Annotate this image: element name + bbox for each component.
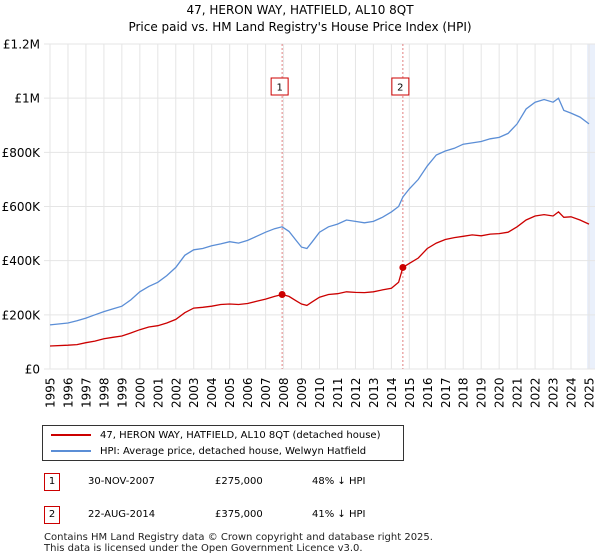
footer: Contains HM Land Registry data © Crown c… <box>44 532 584 554</box>
x-tick-label: 2022 <box>529 377 543 408</box>
transaction-badge: 2 <box>44 506 60 524</box>
x-tick-label: 2023 <box>547 377 561 408</box>
legend-swatch-price <box>51 434 91 436</box>
y-tick-label: £1M <box>14 92 40 106</box>
x-tick-label: 2012 <box>349 377 363 408</box>
x-tick-label: 2017 <box>439 377 453 408</box>
x-axis-ticks: 1995 1996 1997 1998 1999 2000 2001 2002 2003 2004… <box>44 377 597 408</box>
y-tick-label: £800K <box>2 146 42 160</box>
x-tick-label: 2005 <box>223 377 237 408</box>
x-tick-label: 2002 <box>169 377 183 408</box>
transaction-label: 1 <box>276 83 282 94</box>
transaction-date: 22-AUG-2014 <box>88 509 156 520</box>
x-tick-label: 1995 <box>44 377 58 408</box>
transaction-label-box <box>391 77 410 96</box>
transaction-point <box>399 263 407 271</box>
y-tick-label: £0 <box>25 363 40 377</box>
hpi-series-line <box>49 97 590 326</box>
x-tick-label: 2006 <box>241 377 255 408</box>
y-axis-ticks: £0 £200K £400K £600K £800K £1M £1.2M <box>2 38 42 377</box>
x-tick-label: 1999 <box>115 377 129 408</box>
x-tick-label: 2003 <box>187 377 201 408</box>
x-tick-label: 2015 <box>403 377 417 408</box>
x-tick-label: 2001 <box>151 377 165 408</box>
y-tick-label: £600K <box>2 200 42 214</box>
x-tick-label: 1998 <box>97 377 111 408</box>
grid <box>44 43 595 370</box>
x-tick-label: 2007 <box>259 377 273 408</box>
price-series-line <box>49 211 590 347</box>
transaction-label-box <box>270 77 289 96</box>
x-tick-label: 2008 <box>277 377 291 408</box>
x-tick-label: 1996 <box>61 377 75 408</box>
x-tick-label: 2009 <box>295 377 309 408</box>
transaction-label: 2 <box>397 83 403 94</box>
x-tick-label: 1997 <box>79 377 93 408</box>
x-tick-label: 2013 <box>367 377 381 408</box>
legend-swatch-hpi <box>51 450 91 452</box>
x-tick-label: 2016 <box>421 377 435 408</box>
x-tick-label: 2011 <box>331 377 345 408</box>
chart-title-line1: 47, HERON WAY, HATFIELD, AL10 8QT <box>186 3 414 17</box>
x-tick-label: 2024 <box>565 377 579 408</box>
chart-title: 47, HERON WAY, HATFIELD, AL10 8QT Price … <box>0 2 600 36</box>
transaction-badge: 1 <box>44 473 60 491</box>
footer-line1: Contains HM Land Registry data © Crown c… <box>44 532 433 543</box>
x-tick-label: 2018 <box>457 377 471 408</box>
legend-label-hpi: HPI: Average price, detached house, Welw… <box>100 446 367 457</box>
x-tick-label: 2010 <box>313 377 327 408</box>
transaction-hpi-diff: 41% ↓ HPI <box>312 509 366 520</box>
transaction-price: £375,000 <box>215 509 263 520</box>
chart-title-line2: Price paid vs. HM Land Registry's House … <box>128 20 472 34</box>
x-tick-label: 2021 <box>511 377 525 408</box>
legend-item-price: 47, HERON WAY, HATFIELD, AL10 8QT (detac… <box>51 428 380 444</box>
legend: 47, HERON WAY, HATFIELD, AL10 8QT (detac… <box>42 425 404 461</box>
legend-item-hpi: HPI: Average price, detached house, Welw… <box>51 444 366 460</box>
transaction-point <box>278 291 286 299</box>
transaction-price: £275,000 <box>215 476 263 487</box>
x-tick-label: 2019 <box>475 377 489 408</box>
x-tick-label: 2025 <box>583 377 597 408</box>
y-tick-label: £200K <box>2 308 42 322</box>
x-tick-label: 2004 <box>205 377 219 408</box>
legend-label-price: 47, HERON WAY, HATFIELD, AL10 8QT (detac… <box>100 430 381 441</box>
y-tick-label: £1.2M <box>3 38 40 52</box>
footer-line2: This data is licensed under the Open Gov… <box>44 543 363 554</box>
x-tick-label: 2014 <box>385 377 399 408</box>
x-tick-label: 2000 <box>133 377 147 408</box>
transaction-hpi-diff: 48% ↓ HPI <box>312 476 366 487</box>
y-tick-label: £400K <box>2 254 42 268</box>
transaction-date: 30-NOV-2007 <box>88 476 155 487</box>
x-tick-label: 2020 <box>493 377 507 408</box>
